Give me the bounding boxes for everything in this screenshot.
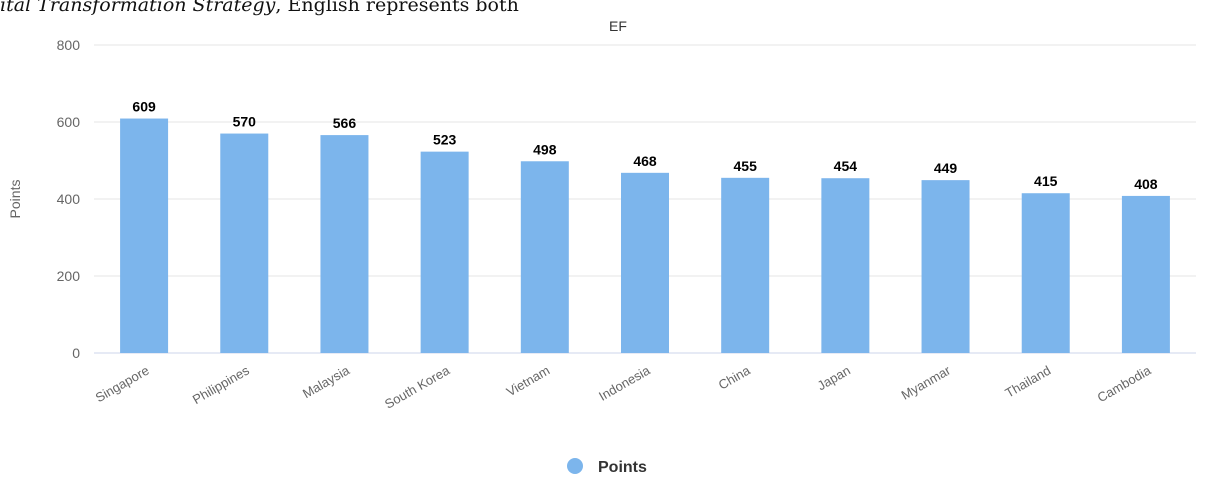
data-label: 454 xyxy=(834,158,858,174)
caption-rest: , English represents both xyxy=(275,0,519,16)
x-tick-label: Singapore xyxy=(93,363,152,406)
bar xyxy=(1121,195,1170,353)
data-label: 498 xyxy=(533,141,557,157)
x-tick-label: Myanmar xyxy=(899,362,954,402)
x-axis-ticks: Singapore Philippines Malaysia South Korea V… xyxy=(93,362,1154,412)
data-label: 468 xyxy=(633,153,657,169)
data-label: 455 xyxy=(734,158,758,174)
bar xyxy=(921,180,970,353)
y-tick-label: 800 xyxy=(57,37,81,53)
bar xyxy=(520,161,569,353)
legend-marker-icon xyxy=(567,458,583,474)
chart-title: EF xyxy=(609,18,627,34)
legend[interactable]: Points xyxy=(567,458,647,476)
legend-label: Points xyxy=(598,459,647,474)
data-labels: 609 570 566 523 498 468 455 454 449 415 408 xyxy=(132,99,1157,192)
bar xyxy=(621,172,669,353)
x-tick-label: Indonesia xyxy=(596,362,653,404)
y-tick-label: 600 xyxy=(57,114,81,130)
y-tick-label: 400 xyxy=(57,191,81,207)
x-tick-label: China xyxy=(716,362,754,392)
y-tick-label: 0 xyxy=(72,345,80,361)
bars xyxy=(120,118,1170,353)
x-tick-label: Malaysia xyxy=(300,362,353,401)
caption-italic: ital Transformation Strategy xyxy=(0,0,276,16)
bar xyxy=(220,133,269,353)
y-axis-ticks: 0 200 400 600 800 xyxy=(57,37,81,361)
data-label: 570 xyxy=(233,114,257,130)
caption-fragment: ital Transformation Strategy, English re… xyxy=(0,0,519,16)
data-label: 415 xyxy=(1034,173,1058,189)
bar xyxy=(320,135,369,353)
data-label: 609 xyxy=(132,99,156,115)
x-tick-label: South Korea xyxy=(382,362,453,412)
x-tick-label: Philippines xyxy=(190,362,252,407)
y-axis-label: Points xyxy=(7,180,23,219)
bar xyxy=(120,118,169,353)
bar xyxy=(420,151,469,353)
bar xyxy=(1021,193,1070,353)
x-tick-label: Cambodia xyxy=(1095,362,1154,405)
data-label: 449 xyxy=(934,160,958,176)
y-tick-label: 200 xyxy=(57,268,81,284)
x-tick-label: Thailand xyxy=(1003,363,1054,401)
x-tick-label: Vietnam xyxy=(504,363,553,400)
data-label: 566 xyxy=(333,115,357,131)
x-tick-label: Japan xyxy=(815,363,853,394)
data-label: 523 xyxy=(433,132,457,148)
data-label: 408 xyxy=(1134,176,1158,192)
bar xyxy=(721,177,770,353)
bar xyxy=(821,178,870,353)
